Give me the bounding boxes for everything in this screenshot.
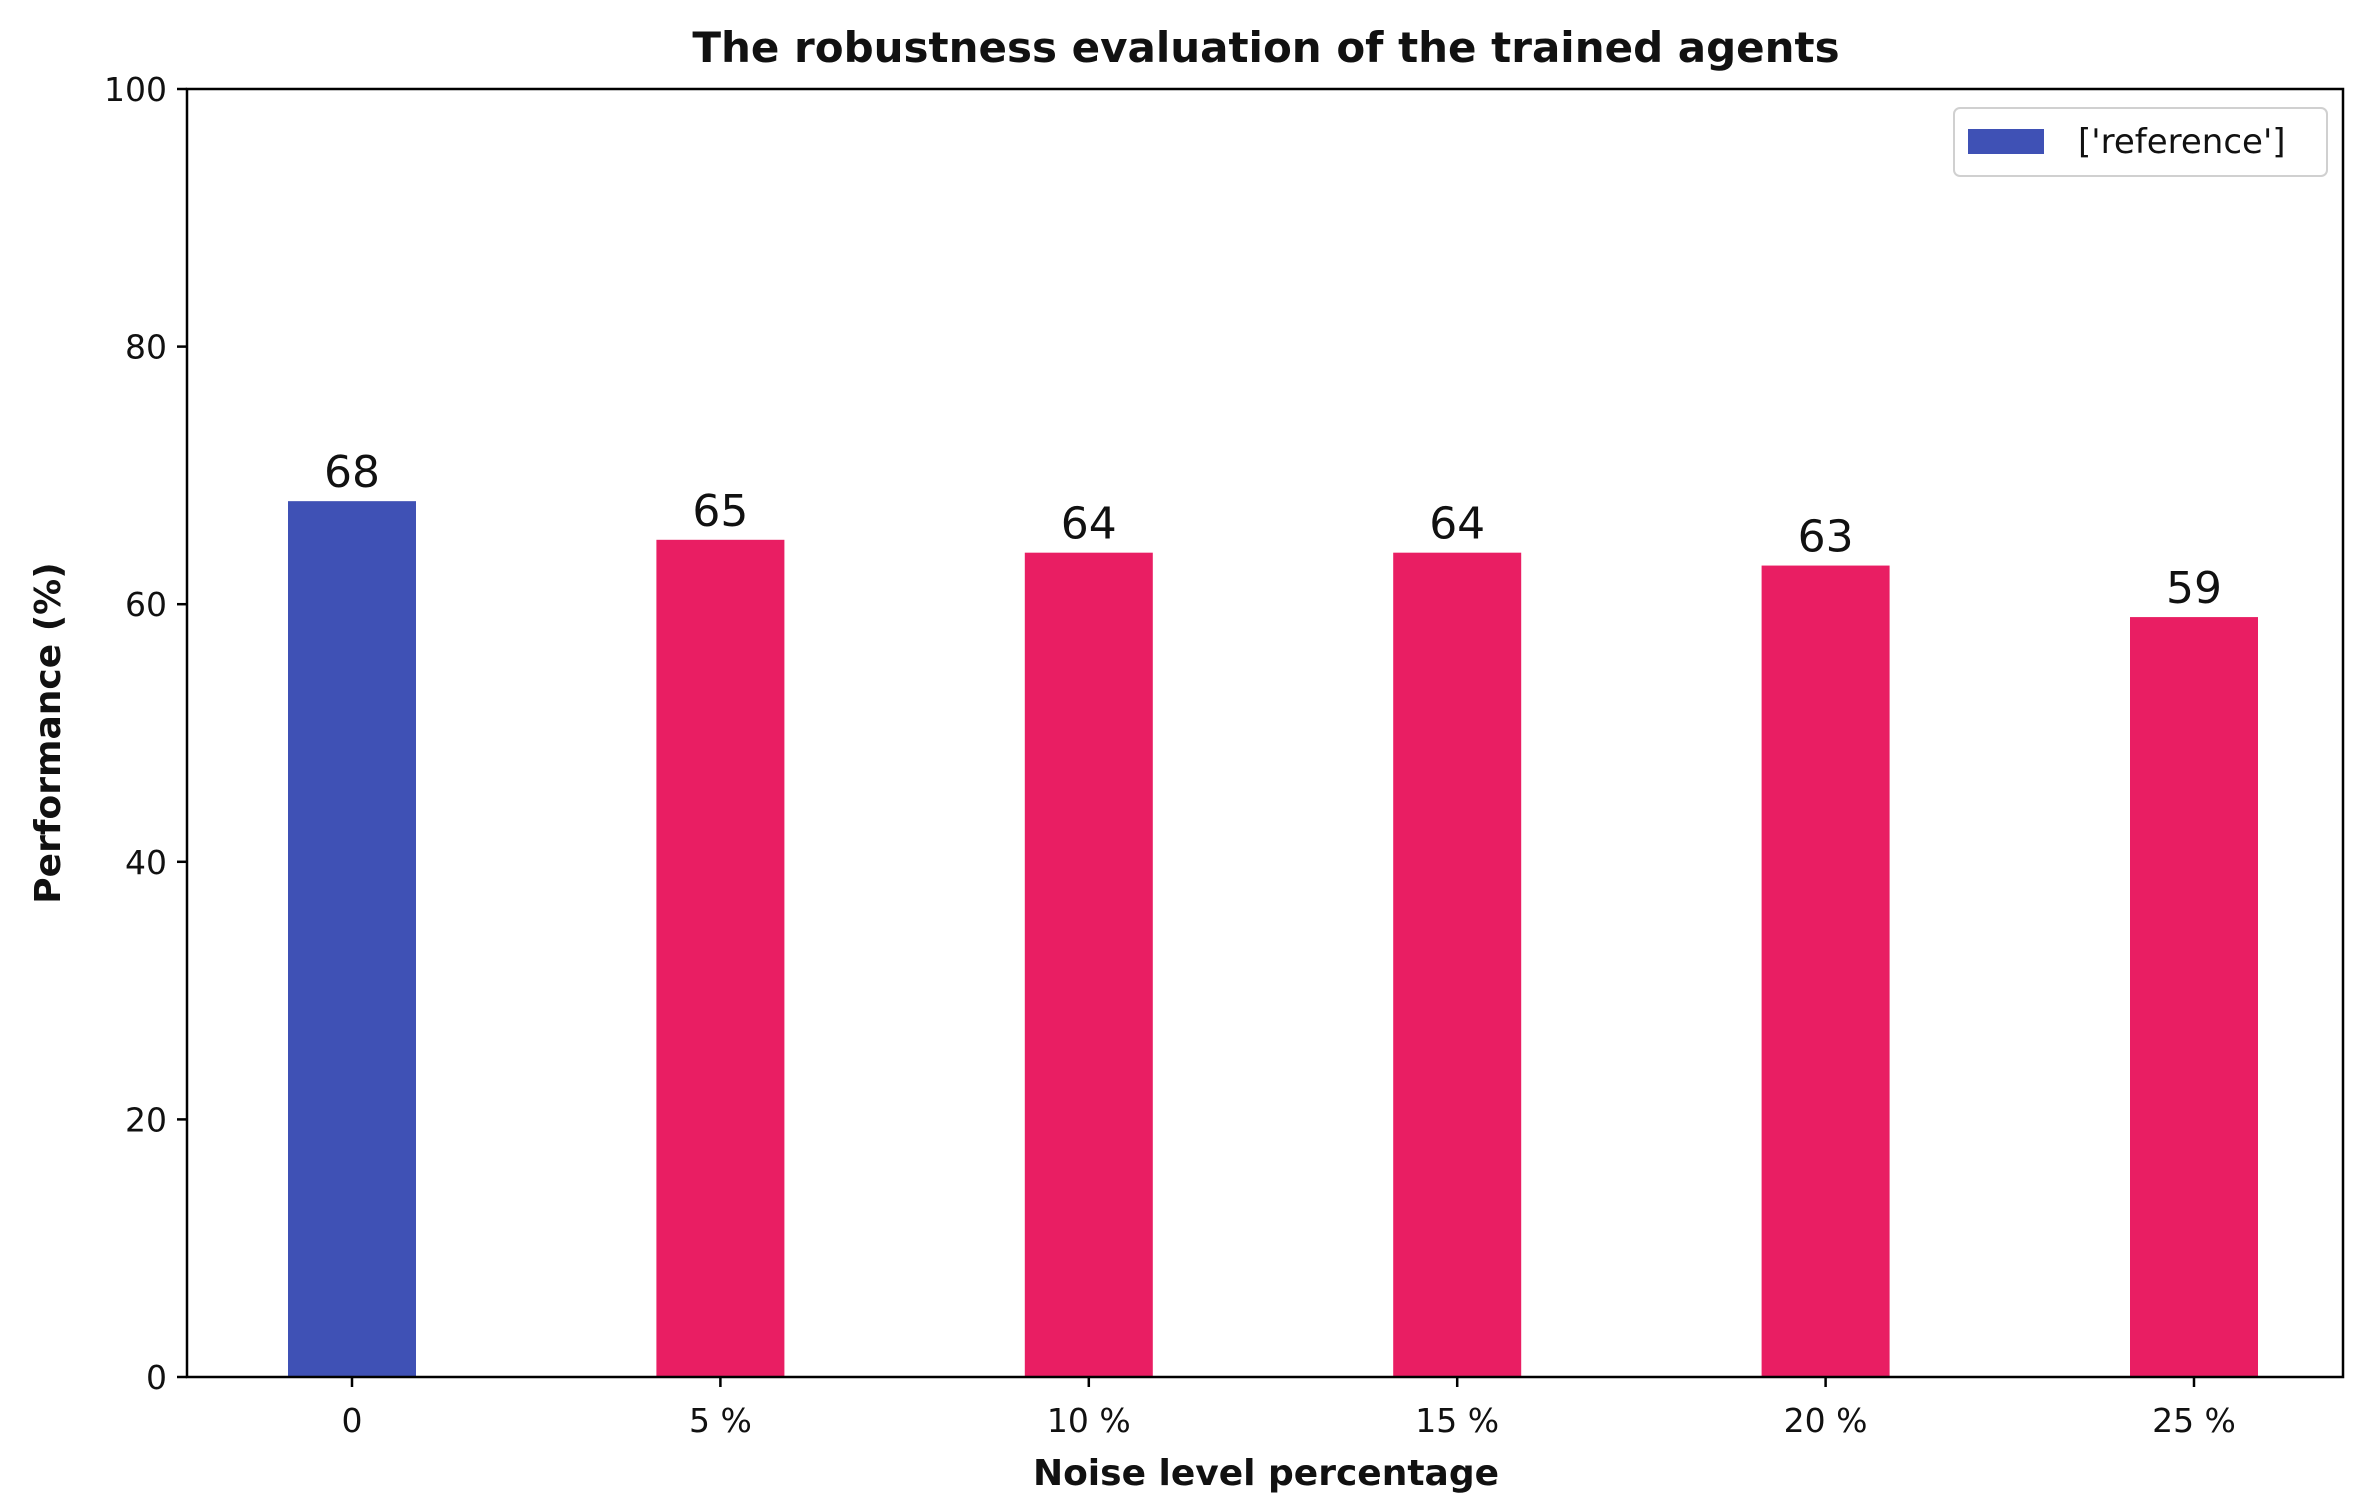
legend-swatch-reference — [1968, 129, 2044, 154]
legend: ['reference'] — [1953, 107, 2328, 177]
bar-5 — [2130, 617, 2258, 1377]
x-axis-label: Noise level percentage — [1033, 1453, 1499, 1494]
data-label-1: 65 — [692, 486, 748, 537]
bar-2 — [1024, 552, 1153, 1377]
y-tick-label-2: 40 — [125, 843, 167, 882]
y-tick-label-4: 80 — [125, 328, 167, 367]
bar-0 — [288, 501, 416, 1377]
legend-box — [1953, 107, 2328, 177]
data-label-4: 63 — [1798, 512, 1854, 563]
data-labels-group: 68 65 64 64 63 59 — [324, 447, 2222, 614]
x-tick-label-0: 0 — [342, 1401, 363, 1440]
legend-label-reference: ['reference'] — [2078, 122, 2286, 162]
x-tick-label-3: 15 % — [1415, 1401, 1499, 1440]
x-tick-label-1: 5 % — [689, 1401, 752, 1440]
y-tick-label-1: 20 — [125, 1100, 167, 1139]
y-tick-label-5: 100 — [104, 70, 167, 109]
plot-frame — [185, 87, 2345, 1379]
data-label-2: 64 — [1061, 499, 1117, 550]
x-tick-label-4: 20 % — [1784, 1401, 1868, 1440]
chart-title: The robustness evaluation of the trained… — [692, 23, 1839, 72]
x-tick-label-5: 25 % — [2152, 1401, 2236, 1440]
x-tick-label-2: 10 % — [1047, 1401, 1131, 1440]
data-label-0: 68 — [324, 447, 380, 498]
y-axis-label: Performance (%) — [28, 562, 69, 903]
data-label-5: 59 — [2166, 563, 2222, 614]
y-tick-label-0: 0 — [146, 1358, 167, 1397]
y-tick-label-3: 60 — [125, 585, 167, 624]
data-label-3: 64 — [1429, 499, 1485, 550]
x-axis: 0 5 % 10 % 15 % 20 % 25 % — [342, 1377, 2236, 1440]
bars-group — [288, 501, 2258, 1377]
y-axis: 0 20 40 60 80 100 — [104, 70, 187, 1397]
bar-1 — [656, 539, 785, 1377]
bar-4 — [1761, 565, 1890, 1377]
bar-3 — [1393, 552, 1522, 1377]
